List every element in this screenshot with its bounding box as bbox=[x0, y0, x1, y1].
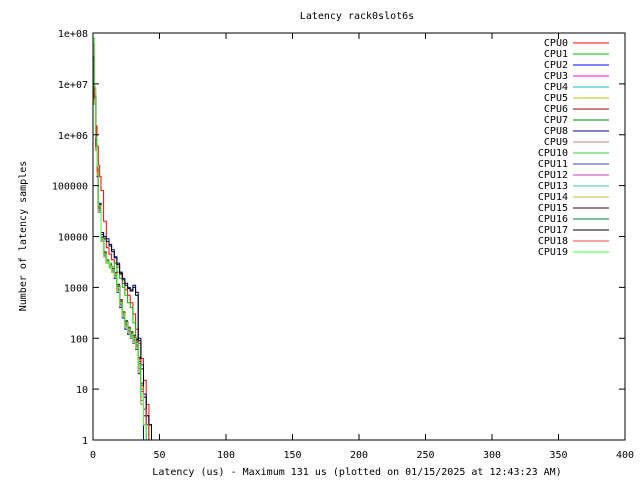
x-tick-label: 100 bbox=[217, 450, 235, 461]
x-tick-label: 300 bbox=[483, 450, 501, 461]
legend-label-cpu6: CPU6 bbox=[544, 104, 568, 115]
legend-label-cpu11: CPU11 bbox=[538, 159, 568, 170]
legend-label-cpu18: CPU18 bbox=[538, 236, 568, 247]
series-layer bbox=[92, 37, 266, 441]
legend-label-cpu5: CPU5 bbox=[544, 93, 568, 104]
x-tick-label: 50 bbox=[153, 450, 165, 461]
x-tick-label: 250 bbox=[416, 450, 434, 461]
x-tick-label: 150 bbox=[283, 450, 301, 461]
legend-label-cpu19: CPU19 bbox=[538, 247, 568, 258]
legend-label-cpu1: CPU1 bbox=[544, 49, 568, 60]
legend-label-cpu13: CPU13 bbox=[538, 181, 568, 192]
x-tick-label: 400 bbox=[616, 450, 634, 461]
legend-label-cpu4: CPU4 bbox=[544, 82, 568, 93]
legend-label-cpu10: CPU10 bbox=[538, 148, 568, 159]
y-tick-label: 10000 bbox=[58, 233, 88, 244]
axis-layer: 0 50 100 150 200 250 300 350 400 1 10 100 1000 10000 1… bbox=[52, 29, 634, 461]
y-axis-label: Number of latency samples bbox=[18, 161, 29, 312]
y-tick-label: 1e+07 bbox=[58, 80, 88, 91]
legend-label-cpu3: CPU3 bbox=[544, 71, 568, 82]
legend-label-cpu14: CPU14 bbox=[538, 192, 568, 203]
y-tick-label: 1 bbox=[82, 436, 88, 447]
legend-label-cpu15: CPU15 bbox=[538, 203, 568, 214]
legend-label-cpu7: CPU7 bbox=[544, 115, 568, 126]
x-tick-label: 0 bbox=[90, 450, 96, 461]
legend-label-cpu12: CPU12 bbox=[538, 170, 568, 181]
legend: CPU0CPU1CPU2CPU3CPU4CPU5CPU6CPU7CPU8CPU9… bbox=[538, 38, 609, 258]
legend-label-cpu17: CPU17 bbox=[538, 225, 568, 236]
chart-title: Latency rack0slot6s bbox=[300, 11, 414, 22]
legend-label-cpu16: CPU16 bbox=[538, 214, 568, 225]
y-tick-label: 1000 bbox=[64, 283, 88, 294]
x-axis-label: Latency (us) - Maximum 131 us (plotted o… bbox=[152, 467, 561, 478]
legend-label-cpu8: CPU8 bbox=[544, 126, 568, 137]
y-tick-label: 10 bbox=[76, 385, 88, 396]
y-tick-label: 100 bbox=[70, 334, 88, 345]
legend-label-cpu0: CPU0 bbox=[544, 38, 568, 49]
y-tick-label: 1e+06 bbox=[58, 131, 88, 142]
legend-label-cpu9: CPU9 bbox=[544, 137, 568, 148]
series-line-cpu19 bbox=[92, 37, 149, 441]
x-tick-label: 200 bbox=[350, 450, 368, 461]
x-tick-label: 350 bbox=[549, 450, 567, 461]
y-tick-label: 1e+08 bbox=[58, 29, 88, 40]
legend-label-cpu2: CPU2 bbox=[544, 60, 568, 71]
y-tick-label: 100000 bbox=[52, 182, 88, 193]
